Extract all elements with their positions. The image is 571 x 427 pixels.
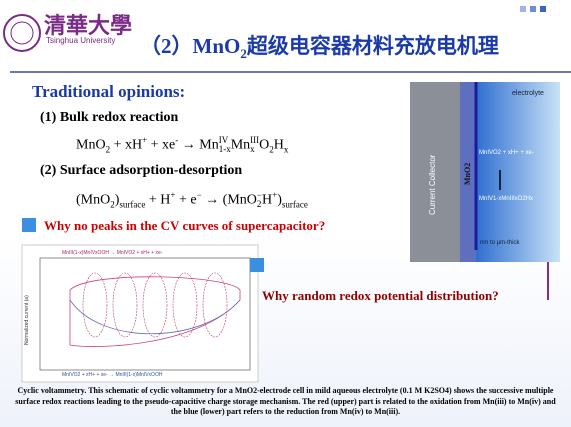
eq-text: + H [145, 192, 171, 208]
fig-label: MnO2 [463, 162, 472, 185]
eq-text: O [259, 137, 270, 153]
deco [530, 6, 536, 12]
title-text: （2）MnO [140, 34, 241, 58]
eq-text: + xe [147, 137, 176, 153]
eq-text: Mn [230, 137, 251, 153]
deco [520, 6, 526, 12]
logo-seal [3, 14, 41, 52]
eq-sub: 2 [269, 144, 274, 155]
cv-axes [39, 257, 251, 371]
eq-sup: + [142, 135, 148, 145]
fig-label: Current Collector [428, 154, 437, 215]
eq-sub: 1-x [218, 144, 231, 155]
cv-lower [69, 299, 241, 334]
eq-sup: + [272, 190, 278, 200]
eq-sup: − [256, 190, 262, 201]
eq-sup: + [170, 190, 176, 200]
eq-text: (MnO [76, 192, 111, 208]
eq-stack: III x [250, 136, 259, 154]
fig-label: MnIV1-xMnIIIxO2Hx [479, 196, 534, 202]
eq-text: + e [175, 192, 197, 208]
eq-sub: x [250, 144, 255, 155]
eq-sub: 2 [256, 199, 262, 210]
cv-frame [21, 244, 259, 383]
equation: (MnO2)surface + H+ + e− → (MnO −2 H+)surfa… [76, 190, 308, 209]
icon [22, 218, 36, 232]
eq-text: ) [277, 192, 282, 208]
item-label: (1) Bulk redox reaction [40, 110, 179, 125]
logo-en: Tsinghua University [46, 36, 116, 45]
eq-sub: 2 [110, 199, 115, 210]
question: Why no peaks in the CV curves of superca… [44, 218, 326, 233]
cv-label: MnIVO2 + xH+ + xe- → MnIII(1-x)MnIVxOOH [62, 372, 163, 378]
fig-label: MnIVO2 + xH+ + xe- [479, 150, 534, 156]
question: Why random redox potential distribution? [262, 288, 499, 303]
oxide-layer [460, 82, 476, 262]
title-sub: 2 [240, 46, 247, 62]
fig-label: nm to µm-thick [480, 240, 520, 246]
eq-text: H [261, 192, 273, 208]
logo-cn: 清華大學 [44, 13, 133, 38]
eq-text: → Mn [178, 137, 219, 153]
eq-sup: IV [218, 135, 229, 146]
eq-sub: x [283, 144, 289, 155]
title-text: 超级电容器材料充放电机理 [246, 34, 499, 58]
eq-text: H [273, 137, 284, 153]
item-label: (2) Surface adsorption-desorption [40, 163, 243, 178]
eq-text: MnO [76, 137, 106, 153]
icon [250, 258, 264, 272]
fig-label: electrolyte [512, 90, 544, 97]
eq-sup: - [175, 135, 179, 145]
deco [540, 6, 546, 12]
eq-sup: III [250, 135, 260, 146]
eq-sub: surface [119, 199, 146, 210]
logo-seal-inner [10, 21, 34, 45]
cv-ylabel: Normalized current (a) [24, 295, 30, 345]
heading: Traditional opinions: [32, 82, 186, 101]
electrolyte [476, 82, 560, 262]
eq-sup: − [196, 190, 202, 200]
eq-text: + xH [110, 137, 143, 153]
equation: MnO2 + xH+ + xe- → Mn IV 1-x Mn III x O2Hx [76, 135, 288, 154]
cv-label: MnIII(1-x)MnIVxOOH → MnIVO2 + xH+ + xe- [62, 250, 163, 256]
eq-text: → (MnO [201, 192, 257, 208]
eq-sub: surface [281, 199, 308, 210]
eq-stack: −2 [257, 191, 262, 209]
eq-sub: 2 [105, 144, 111, 155]
eq-text: ) [114, 192, 120, 208]
slide-title: （2）MnO2超级电容器材料充放电机理 [140, 30, 499, 62]
cv-loops [82, 272, 228, 338]
caption: Cyclic voltammetry. This schematic of cy… [15, 386, 556, 416]
eq-stack: IV 1-x [219, 136, 231, 154]
